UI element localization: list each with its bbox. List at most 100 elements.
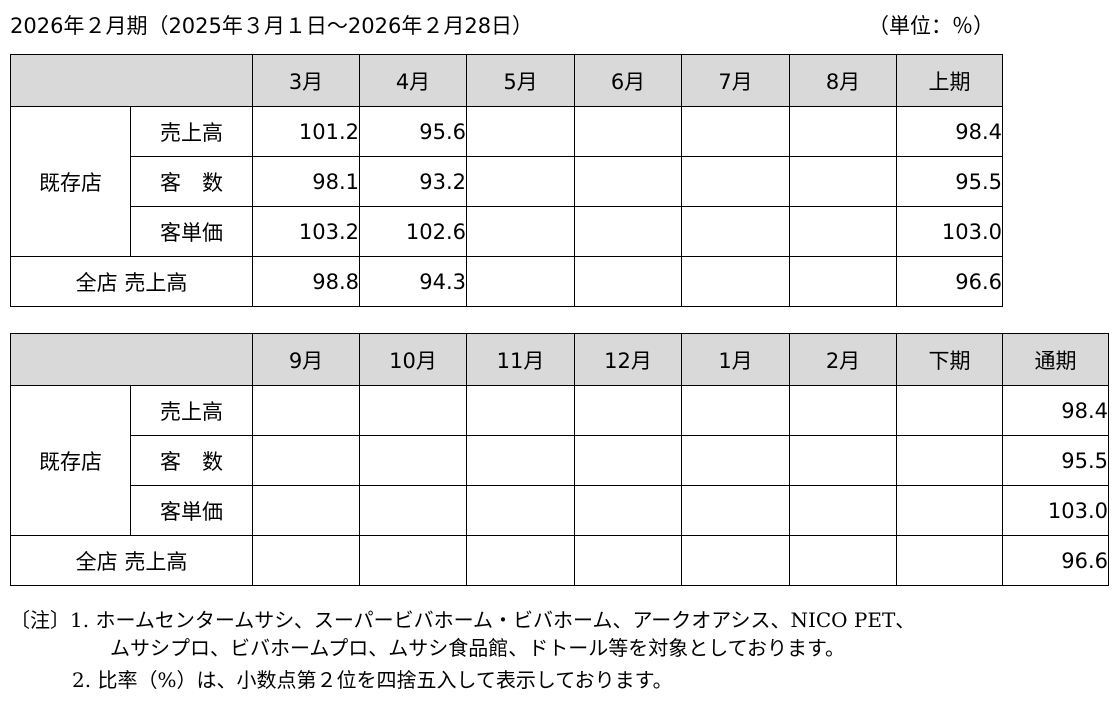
- table-cell: [252, 535, 360, 586]
- column-header: 11月: [466, 333, 575, 386]
- table-row: 客 数 95.5: [11, 435, 1109, 486]
- table-cell: [896, 385, 1003, 436]
- table-cell: [789, 385, 897, 436]
- table-cell: [681, 485, 790, 536]
- table-cell: [896, 485, 1003, 536]
- table-cell: 95.5: [896, 156, 1003, 207]
- column-header: 10月: [359, 333, 467, 386]
- table-cell: 101.2: [252, 106, 360, 157]
- table-cell: [359, 435, 467, 486]
- column-header: 6月: [574, 54, 682, 107]
- table-cell: [466, 206, 575, 257]
- row-label-sales: 売上高: [130, 385, 253, 436]
- table-cell: [252, 485, 360, 536]
- table-cell: 103.0: [896, 206, 1003, 257]
- second-half-table: 9月 10月 11月 12月 1月 2月 下期 通期 既存店 売上高 98.4 …: [10, 333, 1109, 586]
- table-cell: 103.2: [252, 206, 360, 257]
- column-header-full-year: 通期: [1002, 333, 1109, 386]
- table-row: 全店 売上高 98.8 94.3 96.6: [10, 256, 1003, 307]
- table-cell: 98.4: [1002, 385, 1109, 436]
- row-label-customers: 客 数: [130, 435, 253, 486]
- table-cell: [466, 256, 575, 307]
- table-cell: [574, 256, 682, 307]
- table-row: 客単価 103.0: [11, 485, 1109, 536]
- table-cell: [252, 435, 360, 486]
- unit-label: （単位：％）: [868, 14, 994, 38]
- column-header: 1月: [681, 333, 790, 386]
- column-header: 4月: [359, 54, 467, 107]
- column-header: 5月: [466, 54, 575, 107]
- table-cell: 98.4: [896, 106, 1003, 157]
- row-group-label: 既存店: [10, 385, 131, 536]
- table-cell: 93.2: [359, 156, 467, 207]
- note-item-1: 〔注〕1. ホームセンタームサシ、スーパービバホーム・ビバホーム、アークオアシス…: [10, 608, 916, 632]
- table-cell: [789, 156, 897, 207]
- row-label-customers: 客 数: [130, 156, 253, 207]
- table-cell: 98.8: [252, 256, 360, 307]
- table-cell: [574, 206, 682, 257]
- column-header: 9月: [252, 333, 360, 386]
- table-cell: [681, 156, 790, 207]
- table-cell: [574, 485, 682, 536]
- table-cell: [789, 106, 897, 157]
- table-cell: [466, 156, 575, 207]
- table-cell: 103.0: [1002, 485, 1109, 536]
- table-cell: [574, 435, 682, 486]
- table-cell: [789, 485, 897, 536]
- table-cell: [896, 435, 1003, 486]
- table-cell: [896, 535, 1003, 586]
- table-cell: 96.6: [896, 256, 1003, 307]
- row-label-unit-price: 客単価: [130, 206, 253, 257]
- table-cell: [359, 385, 467, 436]
- column-header: 12月: [574, 333, 682, 386]
- note-item-2: 2. 比率（%）は、小数点第２位を四捨五入して表示しております。: [72, 668, 673, 692]
- note-item-1-continued: ムサシプロ、ビバホームプロ、ムサシ食品館、ドトール等を対象としております。: [110, 636, 845, 660]
- table-cell: [359, 485, 467, 536]
- row-group-label: 既存店: [10, 106, 131, 257]
- table-cell: [681, 385, 790, 436]
- first-half-table: 3月 4月 5月 6月 7月 8月 上期 既存店 売上高 101.2 95.6 …: [10, 54, 1003, 307]
- table-cell: 96.6: [1002, 535, 1109, 586]
- page-title: 2026年２月期（2025年３月１日～2026年２月28日）: [10, 14, 534, 38]
- column-header-second-half: 下期: [896, 333, 1003, 386]
- table-cell: [252, 385, 360, 436]
- table-cell: 95.6: [359, 106, 467, 157]
- table-cell: [789, 206, 897, 257]
- column-header-first-half: 上期: [896, 54, 1003, 107]
- table-cell: [681, 206, 790, 257]
- table-row: 既存店 売上高 98.4: [10, 385, 1109, 536]
- row-label-all-stores: 全店 売上高: [10, 535, 253, 586]
- table-cell: [789, 435, 897, 486]
- table-cell: [359, 535, 467, 586]
- table-cell: [681, 256, 790, 307]
- table-header-row: 9月 10月 11月 12月 1月 2月 下期 通期: [10, 333, 1109, 386]
- column-header: 7月: [681, 54, 790, 107]
- table-cell: [574, 106, 682, 157]
- table-cell: [466, 485, 575, 536]
- table-cell: [466, 106, 575, 157]
- table-cell: [466, 535, 575, 586]
- table-row: 客単価 103.2 102.6 103.0: [11, 206, 1003, 257]
- table-cell: [574, 156, 682, 207]
- table-cell: [789, 535, 897, 586]
- row-label-all-stores: 全店 売上高: [10, 256, 253, 307]
- table-cell: [681, 435, 790, 486]
- table-cell: 102.6: [359, 206, 467, 257]
- table-cell: 95.5: [1002, 435, 1109, 486]
- row-label-sales: 売上高: [130, 106, 253, 157]
- table-cell: [466, 435, 575, 486]
- table-cell: [574, 385, 682, 436]
- corner-cell: [10, 54, 253, 107]
- table-cell: [681, 535, 790, 586]
- table-row: 既存店 売上高 101.2 95.6 98.4: [10, 106, 1003, 257]
- column-header: 2月: [789, 333, 897, 386]
- table-cell: [574, 535, 682, 586]
- table-header-row: 3月 4月 5月 6月 7月 8月 上期: [10, 54, 1003, 107]
- table-cell: [466, 385, 575, 436]
- table-cell: [789, 256, 897, 307]
- column-header: 3月: [252, 54, 360, 107]
- table-row: 全店 売上高 96.6: [10, 535, 1109, 586]
- column-header: 8月: [789, 54, 897, 107]
- row-label-unit-price: 客単価: [130, 485, 253, 536]
- corner-cell: [10, 333, 253, 386]
